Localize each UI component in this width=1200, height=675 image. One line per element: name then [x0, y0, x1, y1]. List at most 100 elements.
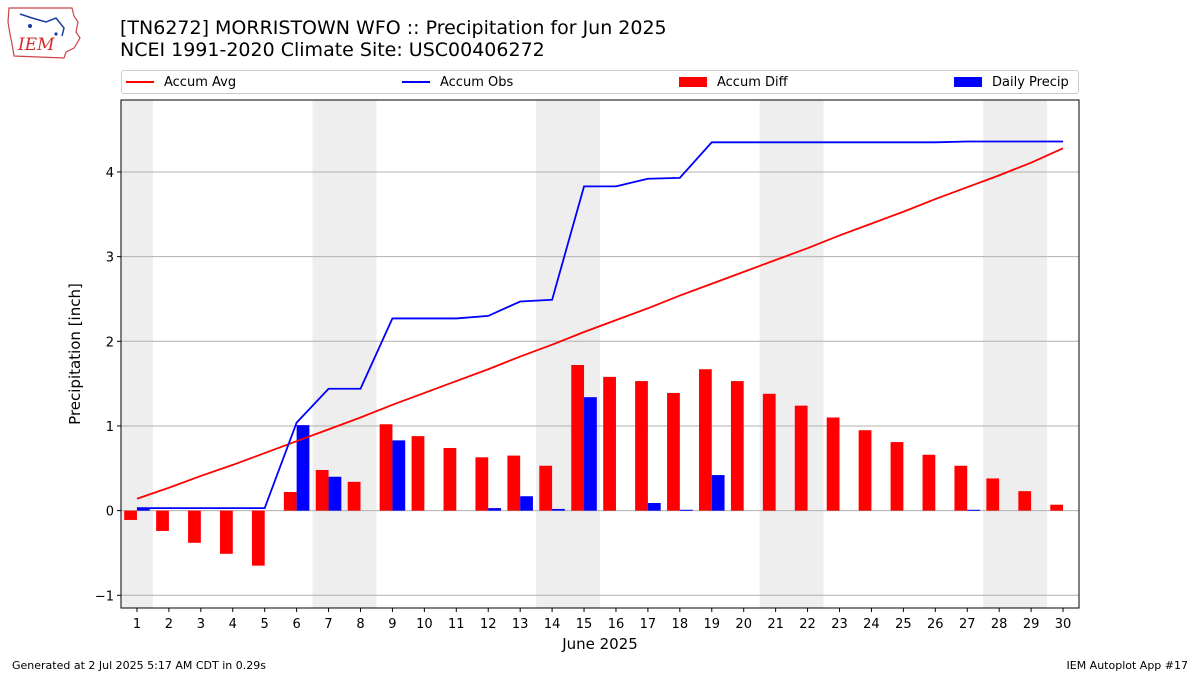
footer-generated-text: Generated at 2 Jul 2025 5:17 AM CDT in 0… [12, 659, 266, 672]
iem-logo: IEM [6, 4, 82, 60]
x-tick-label: 20 [735, 617, 752, 632]
accum-diff-bar [347, 481, 361, 511]
accum-diff-bar [922, 454, 936, 511]
daily-precip-bar [136, 508, 150, 511]
x-tick-label: 15 [576, 617, 593, 632]
accum-diff-bar [283, 492, 297, 511]
x-tick-label: 5 [261, 617, 269, 632]
accum-diff-bar [1018, 491, 1032, 511]
y-tick-label: −1 [95, 589, 114, 604]
x-tick-label: 12 [480, 617, 497, 632]
iowa-map-icon: IEM [7, 7, 81, 59]
x-tick-label: 28 [991, 617, 1008, 632]
x-tick-label: 27 [959, 617, 976, 632]
accum-diff-bar [475, 457, 489, 511]
legend-swatch-daily-precip [954, 76, 982, 87]
x-tick-label: 23 [831, 617, 848, 632]
daily-precip-bar [520, 496, 533, 511]
weekend-shade [312, 100, 377, 608]
accum-diff-bar [315, 469, 329, 511]
accum-diff-bar [698, 369, 712, 511]
weekend-shade [759, 100, 824, 608]
x-tick-label: 4 [229, 617, 237, 632]
x-tick-label: 11 [448, 617, 465, 632]
legend-item-accum-avg: Accum Avg [126, 74, 236, 92]
y-tick-label: 0 [106, 505, 114, 520]
x-tick-label: 3 [197, 617, 205, 632]
accum-diff-bar [571, 365, 585, 511]
weekend-shade [536, 100, 600, 608]
x-tick-label: 29 [1023, 617, 1040, 632]
x-tick-label: 22 [799, 617, 816, 632]
gridline-layer [121, 171, 1079, 596]
daily-precip-bar [679, 509, 693, 511]
accum-diff-bar [1050, 504, 1064, 511]
y-tick-label: 2 [106, 335, 114, 350]
bar-layer [124, 365, 1064, 566]
accum-diff-bar [667, 392, 680, 511]
x-tick-label: 19 [703, 617, 720, 632]
accum-diff-bar [890, 442, 904, 511]
legend-swatch-accum-avg [126, 80, 154, 83]
accum-diff-bar [379, 424, 393, 511]
accum-diff-bar [188, 510, 201, 543]
legend-label-daily-precip: Daily Precip [992, 75, 1069, 90]
accum-diff-bar [794, 405, 808, 511]
logo-text: IEM [17, 35, 55, 55]
daily-precip-bar [488, 508, 502, 511]
accum-diff-bar [603, 376, 616, 511]
x-tick-label: 17 [640, 617, 657, 632]
x-tick-label: 2 [165, 617, 173, 632]
y-tick-label: 3 [106, 251, 114, 266]
x-tick-label: 10 [416, 617, 433, 632]
accum-diff-bar [635, 381, 648, 511]
weekend-shading-layer [121, 100, 1048, 608]
legend-label-accum-avg: Accum Avg [164, 75, 237, 90]
legend-item-accum-diff: Accum Diff [679, 74, 788, 92]
x-tick-label: 18 [672, 617, 689, 632]
x-tick-label: 8 [356, 617, 364, 632]
daily-precip-bar [711, 475, 725, 511]
x-tick-label: 30 [1055, 617, 1072, 632]
legend-label-accum-diff: Accum Diff [717, 75, 788, 90]
x-tick-label: 9 [388, 617, 396, 632]
x-tick-label: 16 [608, 617, 625, 632]
accum-diff-bar [954, 465, 968, 511]
line-layer [136, 140, 1064, 509]
accum-diff-bar [539, 465, 553, 511]
x-tick-label: 14 [544, 617, 561, 632]
y-axis-label: Precipitation [inch] [66, 283, 84, 425]
plot-frame [120, 99, 1080, 609]
y-axis: −1 0 1 2 3 4 [95, 166, 121, 604]
accum-diff-bar [507, 455, 521, 511]
x-tick-label: 1 [133, 617, 141, 632]
daily-precip-bar [647, 503, 661, 511]
x-tick-label: 25 [895, 617, 912, 632]
x-tick-label: 24 [863, 617, 880, 632]
weekend-shade [983, 100, 1048, 608]
accum-avg-line [136, 147, 1064, 500]
daily-precip-bar [967, 509, 981, 511]
x-axis: 1 2 3 4 5 6 7 8 9 10 11 12 13 14 15 16 17 18 19 20 21 22 23 24 2… [133, 608, 1071, 632]
daily-precip-bar [584, 397, 597, 511]
accum-diff-bar [156, 510, 169, 531]
legend-item-accum-obs: Accum Obs [402, 74, 513, 92]
accum-diff-bar [219, 510, 233, 554]
y-tick-label: 4 [106, 166, 114, 181]
accum-diff-bar [411, 436, 425, 511]
daily-precip-bar [296, 425, 310, 511]
accum-diff-bar [443, 447, 457, 511]
accum-diff-bar [858, 430, 872, 511]
legend: Accum Avg Accum Obs Accum Diff Daily Pre… [121, 70, 1079, 94]
accum-diff-bar [730, 381, 744, 511]
footer-app-text: IEM Autoplot App #17 [1066, 659, 1189, 672]
accum-diff-bar [762, 393, 776, 511]
x-tick-label: 21 [767, 617, 784, 632]
daily-precip-bar [552, 508, 565, 511]
y-tick-label: 1 [106, 420, 114, 435]
x-tick-label: 13 [512, 617, 529, 632]
accum-diff-bar [986, 478, 1000, 511]
accum-obs-line [136, 140, 1064, 509]
chart-subtitle: NCEI 1991-2020 Climate Site: USC00406272 [120, 39, 545, 61]
